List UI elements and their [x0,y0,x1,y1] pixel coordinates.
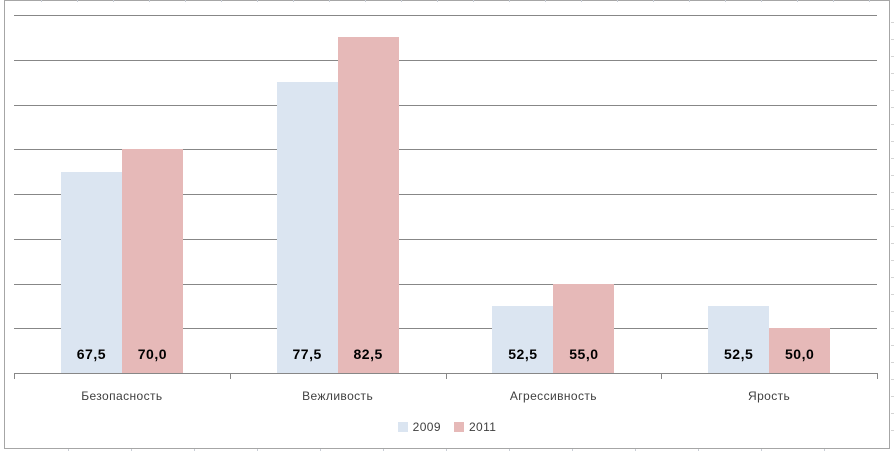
bar-2011-0[interactable]: 70,0 [121,149,183,373]
bar-2009-1[interactable]: 77,5 [276,82,338,373]
legend: 2009 2011 [0,420,894,434]
axis-tick [445,373,447,379]
category-label-3: Ярость [748,389,791,403]
legend-label: 2009 [412,420,441,434]
legend-label: 2011 [468,420,497,434]
worksheet-gridline-ticks-right [891,6,894,445]
category-label-0: Безопасность [81,389,163,403]
data-label: 50,0 [785,346,815,362]
axis-tick [14,373,15,379]
legend-swatch [453,422,464,432]
gridline [14,15,877,16]
data-label: 67,5 [76,346,106,362]
bar-2009-0[interactable]: 67,5 [60,171,122,373]
gridline [14,104,877,106]
axis-tick [661,373,663,379]
gridline [14,283,877,285]
category-label-2: Агрессивность [509,389,597,403]
gridline [14,59,877,61]
bar-2011-3[interactable]: 50,0 [769,328,831,373]
gridline [14,149,877,151]
data-label: 55,0 [569,346,599,362]
gridline [14,194,877,195]
legend-item-2011[interactable]: 2011 [453,420,497,434]
worksheet-gridline-ticks-bottom [6,449,886,451]
gridline [14,328,877,330]
bar-2009-3[interactable]: 52,5 [708,305,770,373]
data-label: 77,5 [292,346,322,362]
legend-swatch [397,422,408,432]
bar-2011-1[interactable]: 82,5 [337,37,399,373]
legend-item-2009[interactable]: 2009 [397,420,441,434]
axis-tick [229,373,231,379]
bar-2011-2[interactable]: 55,0 [553,283,615,373]
gridline [14,238,877,240]
axis-tick [877,373,878,379]
worksheet-gridline-ticks-top [6,0,886,2]
bar-2009-2[interactable]: 52,5 [492,305,554,373]
data-label: 70,0 [137,346,167,362]
category-label-1: Вежливость [302,389,374,403]
data-label: 52,5 [508,346,538,362]
data-label: 52,5 [724,346,754,362]
data-label: 82,5 [353,346,383,362]
